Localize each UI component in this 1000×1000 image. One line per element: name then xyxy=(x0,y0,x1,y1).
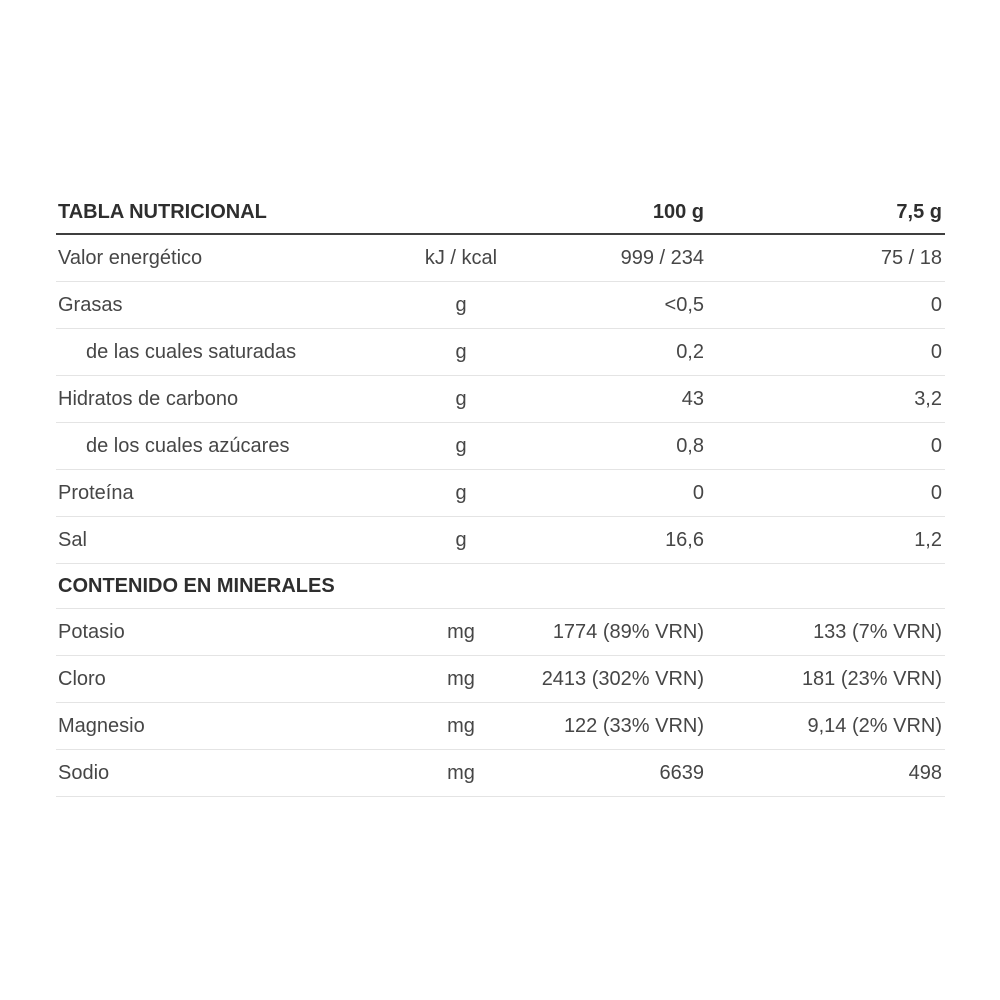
row-label: Valor energético xyxy=(58,247,203,269)
row-value-100g: 1774 (89% VRN) xyxy=(552,621,704,643)
row-unit: g xyxy=(455,341,467,363)
row-value-7-5g: 498 xyxy=(908,762,942,784)
row-label: Cloro xyxy=(58,668,106,690)
minerals-section-header: CONTENIDO EN MINERALES xyxy=(58,575,335,597)
row-label: Sodio xyxy=(58,762,110,784)
row-value-100g: 6639 xyxy=(659,762,705,784)
row-value-7-5g: 3,2 xyxy=(914,388,942,410)
nutrition-table: TABLA NUTRICIONAL 100 g 7,5 g Valor ener… xyxy=(56,191,945,797)
row-value-7-5g: 0 xyxy=(930,435,942,457)
table-row-fat: Grasas g <0,5 0 xyxy=(56,282,945,329)
row-value-7-5g: 1,2 xyxy=(914,529,942,551)
row-value-100g: 2413 (302% VRN) xyxy=(541,668,704,690)
row-label: de las cuales saturadas xyxy=(86,341,297,363)
row-unit: mg xyxy=(447,762,475,784)
row-unit: g xyxy=(455,435,467,457)
table-row-potassium: Potasio mg 1774 (89% VRN) 133 (7% VRN) xyxy=(56,609,945,656)
row-label: Proteína xyxy=(58,482,134,504)
row-label: Grasas xyxy=(58,294,123,316)
row-value-7-5g: 181 (23% VRN) xyxy=(801,668,942,690)
row-value-7-5g: 9,14 (2% VRN) xyxy=(807,715,943,737)
table-row-magnesium: Magnesio mg 122 (33% VRN) 9,14 (2% VRN) xyxy=(56,703,945,750)
row-value-100g: 43 xyxy=(681,388,704,410)
row-value-100g: <0,5 xyxy=(664,294,704,316)
table-header-row: TABLA NUTRICIONAL 100 g 7,5 g xyxy=(56,191,945,235)
table-row-sugars: de los cuales azúcares g 0,8 0 xyxy=(56,423,945,470)
row-value-100g: 0 xyxy=(692,482,704,504)
row-label: de los cuales azúcares xyxy=(86,435,290,457)
table-row-protein: Proteína g 0 0 xyxy=(56,470,945,517)
table-row-carbohydrates: Hidratos de carbono g 43 3,2 xyxy=(56,376,945,423)
row-label: Potasio xyxy=(58,621,125,643)
row-value-7-5g: 75 / 18 xyxy=(880,247,942,269)
row-value-7-5g: 0 xyxy=(930,341,942,363)
table-row-sodium: Sodio mg 6639 498 xyxy=(56,750,945,797)
table-title: TABLA NUTRICIONAL xyxy=(58,201,267,223)
column-header-7-5g: 7,5 g xyxy=(896,201,942,223)
row-value-100g: 999 / 234 xyxy=(620,247,704,269)
row-unit: g xyxy=(455,388,467,410)
row-unit: mg xyxy=(447,621,475,643)
row-unit: mg xyxy=(447,668,475,690)
row-unit: g xyxy=(455,529,467,551)
row-label: Magnesio xyxy=(58,715,145,737)
table-row-saturated-fat: de las cuales saturadas g 0,2 0 xyxy=(56,329,945,376)
row-unit: g xyxy=(455,294,467,316)
row-value-7-5g: 0 xyxy=(930,294,942,316)
row-value-100g: 16,6 xyxy=(665,529,704,551)
table-row-chloride: Cloro mg 2413 (302% VRN) 181 (23% VRN) xyxy=(56,656,945,703)
row-label: Hidratos de carbono xyxy=(58,388,239,410)
table-row-energy: Valor energético kJ / kcal 999 / 234 75 … xyxy=(56,235,945,282)
row-unit: kJ / kcal xyxy=(424,247,498,269)
row-value-7-5g: 133 (7% VRN) xyxy=(813,621,942,643)
row-value-100g: 122 (33% VRN) xyxy=(563,715,704,737)
row-unit: g xyxy=(455,482,467,504)
row-value-100g: 0,2 xyxy=(676,341,704,363)
minerals-section-row: CONTENIDO EN MINERALES xyxy=(56,564,945,609)
row-label: Sal xyxy=(58,529,87,551)
row-unit: mg xyxy=(447,715,475,737)
row-value-7-5g: 0 xyxy=(930,482,942,504)
table-row-salt: Sal g 16,6 1,2 xyxy=(56,517,945,564)
column-header-100g: 100 g xyxy=(652,201,704,223)
row-value-100g: 0,8 xyxy=(676,435,704,457)
